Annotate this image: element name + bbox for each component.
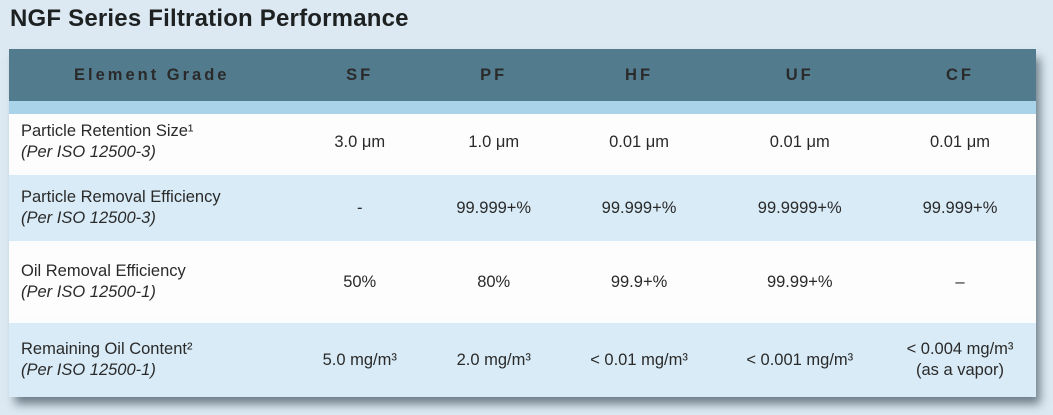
cell-value-cf: – xyxy=(883,241,1036,321)
cell-value-pf: 99.999+% xyxy=(424,170,563,244)
cell-value-hf: < 0.01 mg/m³ xyxy=(562,318,716,397)
row-label: Remaining Oil Content² xyxy=(21,340,193,358)
cell-value-hf: 99.999+% xyxy=(562,170,716,244)
cell-value-uf: 0.01 μm xyxy=(715,114,884,173)
cell-value-uf: 99.99+% xyxy=(715,241,884,321)
table-row-remaining-oil-content: Remaining Oil Content² (Per ISO 12500-1)… xyxy=(9,318,1036,397)
cell-value-sf: 50% xyxy=(294,241,425,321)
row-label: Particle Removal Efficiency xyxy=(21,188,221,206)
row-label: Particle Retention Size¹ xyxy=(21,122,194,140)
row-label-cell: Particle Retention Size¹ (Per ISO 12500-… xyxy=(9,114,295,173)
cell-value-cf: 0.01 μm xyxy=(883,114,1036,173)
cell-value-cf: 99.999+% xyxy=(883,170,1036,244)
table-header-row: Element Grade SF PF HF UF CF xyxy=(9,49,1036,101)
cell-value-sf: - xyxy=(294,170,425,244)
cell-value-uf: < 0.001 mg/m³ xyxy=(715,318,884,397)
column-header-hf: HF xyxy=(562,49,716,101)
header-accent-band xyxy=(9,101,1036,114)
row-sublabel: (Per ISO 12500-1) xyxy=(21,361,156,379)
row-label: Oil Removal Efficiency xyxy=(21,262,186,280)
table-row-particle-retention-size: Particle Retention Size¹ (Per ISO 12500-… xyxy=(9,114,1036,173)
cell-value-pf: 80% xyxy=(424,241,563,321)
cell-value-cf: < 0.004 mg/m³ (as a vapor) xyxy=(883,318,1036,397)
row-sublabel: (Per ISO 12500-1) xyxy=(21,283,156,301)
column-header-element-grade: Element Grade xyxy=(9,49,295,101)
column-header-sf: SF xyxy=(294,49,425,101)
table-row-oil-removal-efficiency: Oil Removal Efficiency (Per ISO 12500-1)… xyxy=(9,241,1036,321)
cell-value-uf: 99.9999+% xyxy=(715,170,884,244)
column-header-uf: UF xyxy=(715,49,884,101)
cell-value-hf: 99.9+% xyxy=(562,241,716,321)
filtration-performance-table: Element Grade SF PF HF UF CF Particle Re… xyxy=(9,49,1036,397)
row-sublabel: (Per ISO 12500-3) xyxy=(21,209,156,227)
cell-value-pf: 2.0 mg/m³ xyxy=(424,318,563,397)
cell-value-hf: 0.01 μm xyxy=(562,114,716,173)
row-label-cell: Particle Removal Efficiency (Per ISO 125… xyxy=(9,170,295,244)
row-label-cell: Remaining Oil Content² (Per ISO 12500-1) xyxy=(9,318,295,397)
column-header-cf: CF xyxy=(883,49,1036,101)
cell-value-pf: 1.0 μm xyxy=(424,114,563,173)
row-label-cell: Oil Removal Efficiency (Per ISO 12500-1) xyxy=(9,241,295,321)
page-title: NGF Series Filtration Performance xyxy=(10,5,409,32)
cell-value-sf: 5.0 mg/m³ xyxy=(294,318,425,397)
table-row-particle-removal-efficiency: Particle Removal Efficiency (Per ISO 125… xyxy=(9,170,1036,244)
column-header-pf: PF xyxy=(424,49,563,101)
cell-value-sf: 3.0 μm xyxy=(294,114,425,173)
row-sublabel: (Per ISO 12500-3) xyxy=(21,143,156,161)
